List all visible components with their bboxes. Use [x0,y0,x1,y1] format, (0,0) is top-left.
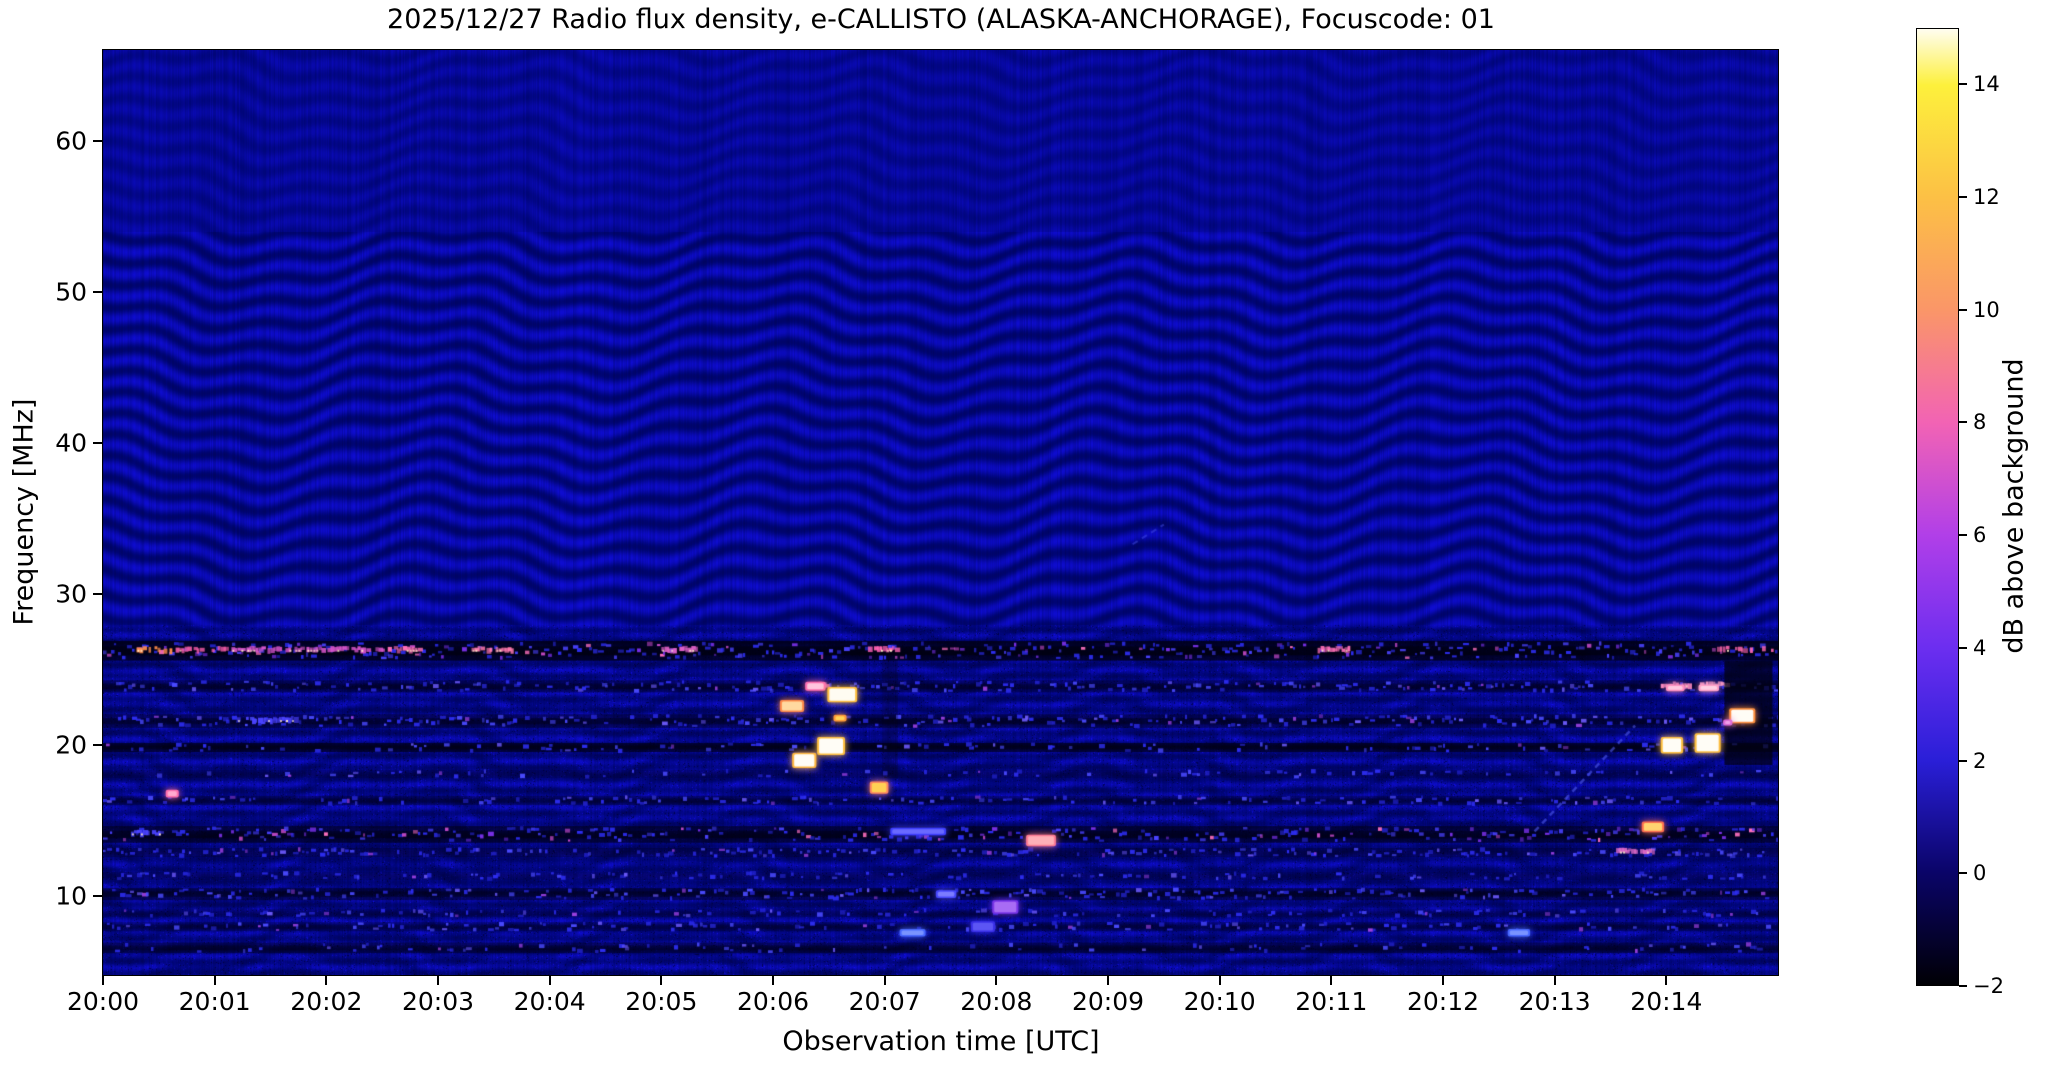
x-tick-label: 20:09 [1071,987,1145,1016]
x-tick-label: 20:01 [178,987,251,1016]
x-tick-label: 20:03 [401,987,475,1016]
x-tick-mark [1107,975,1109,985]
colorbar-tick-label: 0 [1973,861,1987,886]
y-tick-mark [93,290,103,293]
colorbar-tick-mark [1959,83,1967,86]
y-tick-label: 50 [55,277,87,307]
y-tick-label: 10 [55,881,87,911]
plot-area [102,49,1779,976]
x-tick-label: 20:13 [1518,987,1591,1016]
x-tick-label: 20:06 [736,987,810,1016]
y-tick-label: 40 [55,428,87,458]
colorbar-tick-mark [1959,985,1967,987]
colorbar-tick-label: 12 [1973,185,2000,210]
x-tick-mark [548,975,551,985]
colorbar-tick-mark [1959,421,1967,424]
x-tick-label: 20:14 [1630,987,1703,1016]
x-tick-mark [1442,975,1444,985]
colorbar-tick-mark [1959,534,1967,537]
x-tick-mark [102,975,104,985]
colorbar-tick-mark [1959,308,1967,311]
y-tick-mark [93,441,103,444]
x-tick-label: 20:10 [1183,987,1256,1016]
x-tick-label: 20:05 [625,987,698,1016]
x-tick-mark [995,975,998,985]
y-tick-label: 60 [55,126,87,156]
colorbar-tick-mark [1959,759,1967,762]
y-tick-label: 20 [55,730,87,760]
y-tick-mark [93,139,103,142]
y-tick-mark [93,593,103,596]
x-axis-label: Observation time [UTC] [782,1026,1100,1057]
x-tick-mark [213,975,216,985]
spectrogram-canvas [103,50,1778,975]
x-tick-label: 20:00 [66,987,140,1016]
colorbar-tick-label: 2 [1973,748,1987,773]
x-tick-mark [1665,975,1668,985]
x-tick-label: 20:04 [513,987,586,1016]
x-tick-mark [1330,975,1333,985]
x-tick-mark [883,975,886,985]
x-tick-mark [1553,975,1556,985]
x-tick-mark [1218,975,1221,985]
colorbar [1916,28,1959,986]
y-tick-label: 30 [55,579,87,609]
colorbar-tick-label: −2 [1973,974,2004,998]
y-tick-mark [93,895,103,898]
colorbar-tick-label: 14 [1973,72,2000,97]
colorbar-tick-mark [1959,646,1967,649]
colorbar-tick-label: 4 [1973,635,1987,660]
x-tick-label: 20:11 [1295,987,1368,1016]
x-tick-label: 20:08 [960,987,1033,1016]
colorbar-tick-label: 6 [1973,523,1987,548]
x-tick-label: 20:02 [290,987,363,1016]
x-tick-label: 20:07 [848,987,921,1016]
y-axis-label: Frequency [MHz] [8,398,40,626]
chart-title: 2025/12/27 Radio flux density, e-CALLIST… [387,4,1495,35]
colorbar-tick-label: 10 [1973,297,2000,322]
x-tick-mark [660,975,663,985]
colorbar-tick-mark [1959,872,1967,875]
x-tick-label: 20:12 [1406,987,1480,1016]
x-tick-mark [437,975,439,985]
colorbar-tick-label: 8 [1973,410,1987,435]
x-tick-mark [772,975,774,985]
colorbar-label: dB above background [1998,358,2030,654]
x-tick-mark [325,975,328,985]
colorbar-tick-mark [1959,196,1967,199]
y-tick-mark [93,744,103,747]
